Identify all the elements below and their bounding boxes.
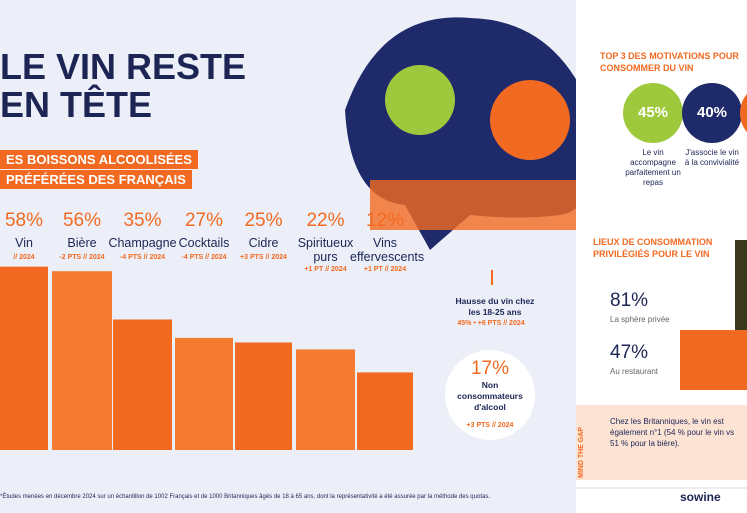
bar bbox=[52, 271, 112, 450]
gap-box bbox=[576, 405, 747, 480]
place-text: Au restaurant bbox=[610, 367, 659, 376]
delta: +3 PTS // 2024 bbox=[240, 254, 287, 261]
drink-name: Bière bbox=[67, 236, 97, 250]
title: EN TÊTE bbox=[0, 84, 153, 125]
drink-name: Vins effervescents bbox=[350, 236, 425, 264]
drink-name: Cocktails bbox=[178, 236, 230, 250]
motivations-title: TOP 3 DES MOTIVATIONS POUR CONSOMMER DU … bbox=[600, 51, 739, 73]
person bbox=[490, 80, 570, 160]
nondrinkers-delta: +3 PTS // 2024 bbox=[466, 422, 514, 429]
nondrinkers-text: Non consommateurs d'alcool bbox=[457, 380, 523, 412]
value-label: 27% bbox=[184, 210, 224, 231]
youth-stat: 45% • +6 PTS // 2024 bbox=[457, 320, 525, 327]
gap-text: Chez les Britanniques, le vin est égalem… bbox=[610, 417, 735, 448]
youth-text: Hausse du vin chez les 18-25 ans bbox=[455, 296, 535, 317]
drink-name: Cidre bbox=[248, 236, 279, 250]
person bbox=[385, 65, 455, 135]
place-value: 81% bbox=[610, 290, 649, 311]
nondrinkers-value: 17% bbox=[470, 358, 510, 379]
title: LE VIN RESTE bbox=[0, 46, 247, 87]
bottle bbox=[735, 240, 747, 355]
value-label: 58% bbox=[4, 210, 44, 231]
place-value: 47% bbox=[610, 342, 649, 363]
delta: -2 PTS // 2024 bbox=[59, 254, 105, 261]
value-label: 56% bbox=[62, 210, 102, 231]
circle bbox=[682, 83, 742, 143]
delta: -4 PTS // 2024 bbox=[119, 254, 166, 261]
bar bbox=[113, 319, 172, 450]
motivation-value: 45% bbox=[637, 104, 669, 121]
gap-heading: MIND THE GAP bbox=[578, 427, 585, 478]
circle bbox=[740, 93, 747, 133]
brand: sowine bbox=[680, 490, 721, 504]
motivation-text: J'associe le vin à la convivialité bbox=[684, 148, 740, 167]
subtitle: ES BOISSONS ALCOOLISÉES bbox=[0, 150, 198, 169]
delta: +1 PT // 2024 bbox=[304, 266, 347, 273]
places-title: LIEUX DE CONSOMMATION PRIVILÉGIÉS POUR L… bbox=[593, 237, 713, 259]
value-label: 22% bbox=[306, 210, 345, 231]
motivation-text: Le vin accompagne parfaitement un repas bbox=[625, 148, 681, 187]
motivation-value: 40% bbox=[696, 104, 728, 121]
place-text: La sphère privée bbox=[610, 315, 670, 324]
delta: // 2024 bbox=[13, 254, 35, 261]
value-label: 35% bbox=[123, 210, 162, 231]
drink-name: Vin bbox=[15, 236, 33, 250]
circle bbox=[445, 350, 535, 440]
table bbox=[370, 180, 600, 230]
bar bbox=[296, 349, 355, 450]
bar bbox=[235, 342, 292, 450]
subtitle: PRÉFÉRÉES DES FRANÇAIS bbox=[0, 170, 192, 189]
drink-name: Spiritueux purs bbox=[297, 236, 354, 264]
bar bbox=[0, 266, 48, 450]
bar bbox=[357, 372, 413, 450]
bar bbox=[175, 337, 233, 450]
circle bbox=[623, 83, 683, 143]
table bbox=[680, 330, 747, 390]
footnote: *Études menées en décembre 2024 sur un é… bbox=[0, 494, 490, 500]
drink-name: Champagne bbox=[108, 236, 177, 250]
value-label: 12% bbox=[365, 210, 405, 231]
value-label: 25% bbox=[244, 210, 283, 231]
delta: -4 PTS // 2024 bbox=[181, 254, 227, 261]
delta: +1 PT // 2024 bbox=[363, 266, 407, 273]
